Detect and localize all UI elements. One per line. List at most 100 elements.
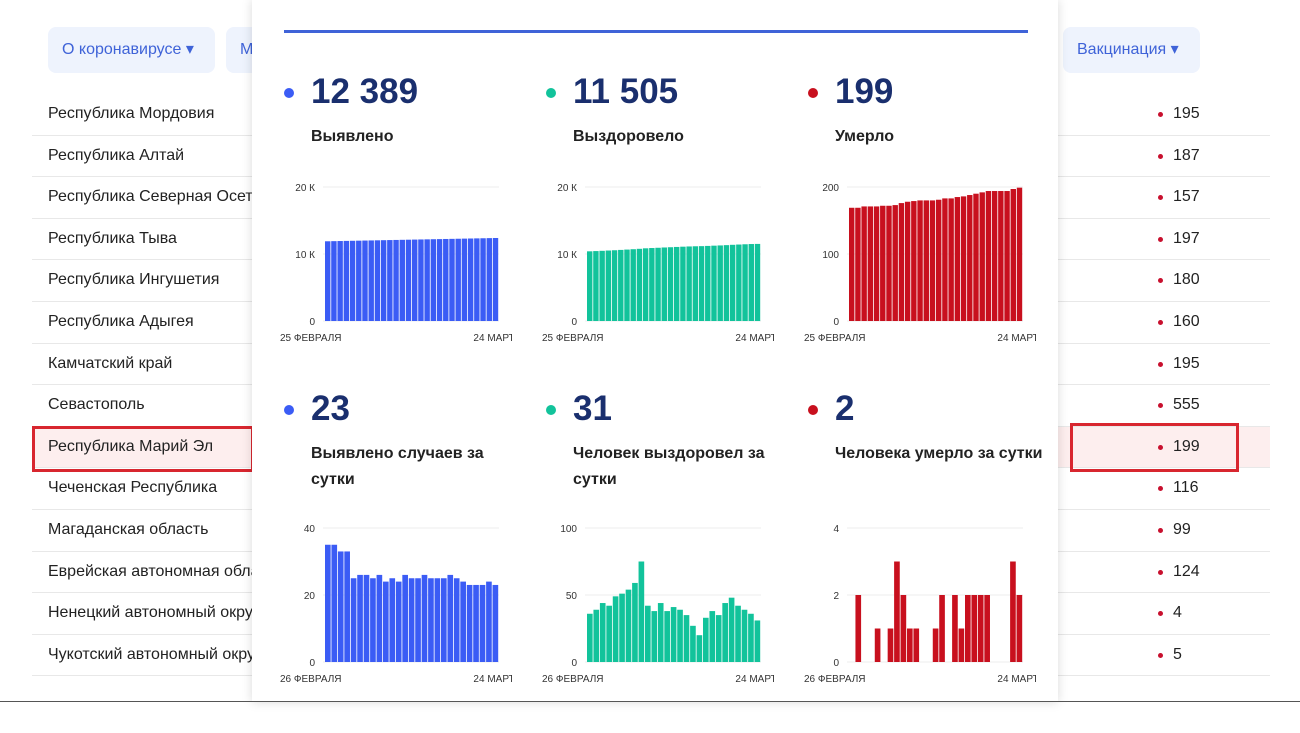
bar xyxy=(1010,561,1016,662)
series-dot-icon xyxy=(284,88,294,98)
divider xyxy=(0,701,1300,702)
bar xyxy=(873,206,880,321)
bar xyxy=(612,596,619,662)
region-name: Чеченская Республика xyxy=(48,479,218,497)
bar xyxy=(683,615,690,662)
bar xyxy=(748,244,754,321)
bar xyxy=(680,246,686,321)
stat-value: 31 xyxy=(573,389,612,428)
stat-label: Человека умерло за сутки xyxy=(835,445,1043,462)
bar xyxy=(434,578,441,662)
bar xyxy=(344,551,350,662)
x-axis-label: 25 ФЕВРАЛЯ xyxy=(542,333,604,344)
bar xyxy=(486,238,492,321)
bar xyxy=(325,544,331,662)
region-value: 197 xyxy=(1173,229,1200,247)
bar xyxy=(913,628,920,662)
y-tick-label: 0 xyxy=(833,658,839,669)
bar xyxy=(349,240,356,321)
bar xyxy=(605,250,612,321)
red-dot-icon xyxy=(1158,528,1163,533)
y-tick-label: 0 xyxy=(571,317,577,328)
bar xyxy=(942,198,948,321)
bar xyxy=(389,578,396,662)
bar xyxy=(855,207,861,321)
bar xyxy=(717,245,723,321)
series-dot-icon xyxy=(546,88,556,98)
bar xyxy=(587,613,593,662)
x-axis-label: 24 МАРТА xyxy=(997,333,1036,344)
bar xyxy=(894,561,900,662)
bar xyxy=(418,239,424,321)
bar xyxy=(383,581,389,662)
bar xyxy=(455,238,461,321)
bar xyxy=(892,205,898,321)
y-tick-label: 20 xyxy=(304,591,316,602)
bar xyxy=(958,628,965,662)
bar xyxy=(492,237,499,321)
bar xyxy=(849,207,855,321)
bar xyxy=(492,584,499,662)
bar xyxy=(948,198,954,321)
series-dot-icon xyxy=(808,88,818,98)
nav-vaccination[interactable]: Вакцинация ▾ xyxy=(1063,27,1200,73)
region-name: Республика Адыгея xyxy=(48,313,194,330)
region-value: 116 xyxy=(1173,479,1199,497)
bar xyxy=(473,584,479,662)
bar xyxy=(723,245,730,321)
bar xyxy=(754,243,761,321)
bar xyxy=(748,613,754,662)
popup-accent-line xyxy=(284,30,1028,33)
bar xyxy=(479,584,486,662)
y-tick-label: 40 xyxy=(304,524,316,535)
bar xyxy=(376,574,383,662)
bar xyxy=(343,240,350,321)
bar xyxy=(741,609,748,662)
bar xyxy=(368,240,374,321)
bar xyxy=(674,246,680,321)
region-name: Республика Мордовия xyxy=(48,105,215,122)
region-value: 187 xyxy=(1173,146,1200,164)
region-value: 195 xyxy=(1173,354,1200,372)
bar xyxy=(638,561,645,662)
region-value: 160 xyxy=(1173,313,1200,330)
red-dot-icon xyxy=(1158,652,1163,658)
y-tick-label: 0 xyxy=(571,658,577,669)
bar xyxy=(441,578,447,662)
nav-about-coronavirus[interactable]: О коронавирусе ▾ xyxy=(48,27,215,73)
bar xyxy=(677,609,683,662)
bar xyxy=(1004,191,1010,321)
bar xyxy=(1016,595,1023,662)
red-dot-icon xyxy=(1158,444,1163,450)
y-tick-label: 10 К xyxy=(557,250,577,261)
bar xyxy=(979,192,985,321)
highlight-box-name xyxy=(32,426,254,472)
bar xyxy=(686,246,692,321)
bar xyxy=(952,595,958,662)
bar xyxy=(967,195,973,321)
bar xyxy=(370,578,376,662)
region-value: 4 xyxy=(1173,604,1182,622)
bar xyxy=(424,239,430,321)
bar xyxy=(703,617,709,662)
red-dot-icon xyxy=(1158,153,1163,159)
series-dot-icon xyxy=(808,405,818,415)
stat-value: 2 xyxy=(835,389,855,428)
bar xyxy=(742,244,748,321)
x-axis-label: 24 МАРТА xyxy=(997,674,1036,685)
bar xyxy=(337,551,344,662)
bar xyxy=(436,239,443,321)
bar xyxy=(619,593,625,662)
bar xyxy=(449,238,455,321)
bar xyxy=(611,250,618,321)
red-dot-icon xyxy=(1158,112,1163,117)
region-value: 555 xyxy=(1173,396,1200,414)
y-tick-label: 100 xyxy=(560,524,577,535)
bar xyxy=(421,574,428,662)
bar xyxy=(861,206,867,321)
bar xyxy=(936,199,942,321)
region-value: 199 xyxy=(1173,437,1200,455)
bar xyxy=(399,239,405,321)
bar xyxy=(904,201,911,321)
bar xyxy=(965,595,971,662)
